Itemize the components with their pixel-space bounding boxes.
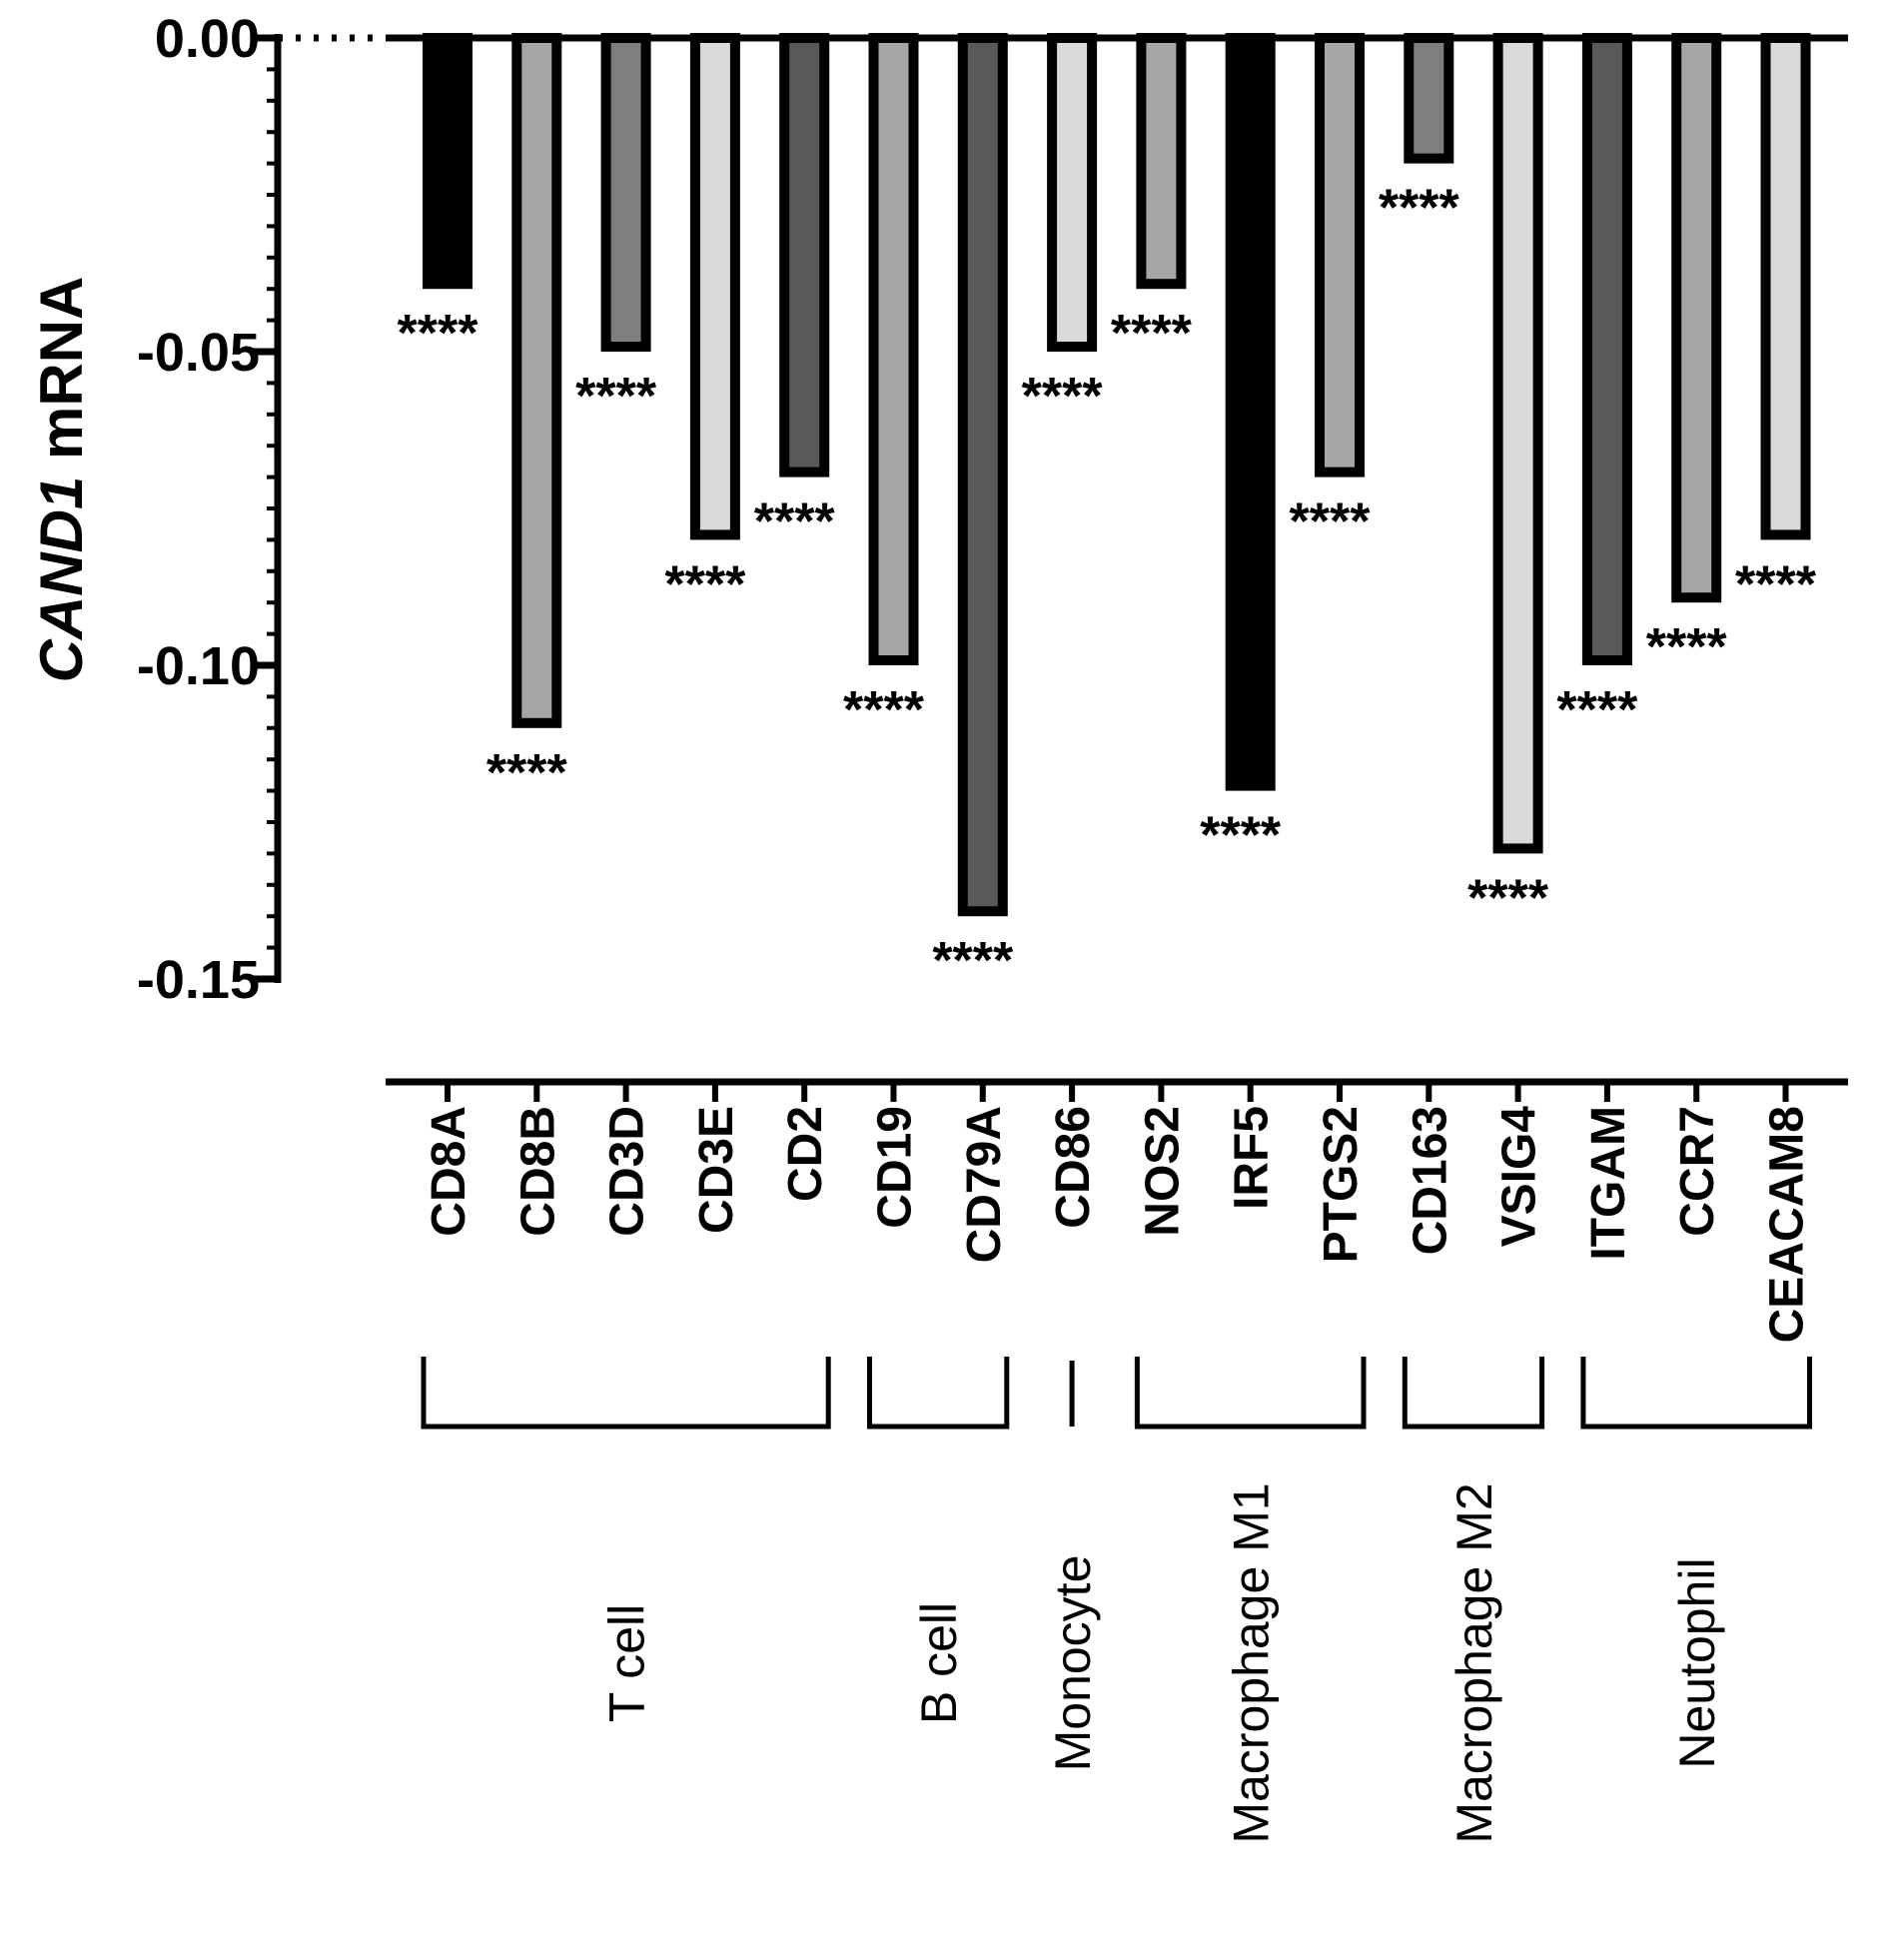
bar-irf5 (1225, 33, 1276, 791)
significance-label: **** (1200, 807, 1282, 865)
group-bracket (1580, 1357, 1812, 1430)
bar-cd79a (957, 33, 1008, 917)
x-tick-label: CD8A (423, 1106, 476, 1237)
x-tick-label: PTGS2 (1315, 1106, 1368, 1263)
bars (423, 33, 1811, 917)
bar-vsig4 (1492, 33, 1543, 854)
significance-label: **** (1735, 555, 1817, 613)
x-tick-label: CD3E (690, 1106, 743, 1234)
bar-ccr7 (1671, 33, 1722, 603)
x-tick-label: CD19 (869, 1106, 922, 1229)
bar-cd3e (689, 33, 740, 540)
significance-label: **** (1646, 618, 1728, 676)
x-tick-label: CD3D (601, 1106, 654, 1237)
x-tick-label: CCR7 (1671, 1106, 1724, 1237)
x-tick-label: CEACAM8 (1761, 1106, 1814, 1343)
significance-label: **** (1467, 869, 1549, 927)
group-brackets: T cell B cell Monocyte Macrophage M1 Macroph… (421, 1357, 1812, 1844)
significance-label: **** (1556, 681, 1638, 739)
bar-cd163 (1404, 33, 1454, 164)
bar-ceacam8 (1760, 33, 1811, 540)
x-axis: CD8A CD8B CD3D CD3E CD2 CD19 CD79A CD86 NOS2 IRF5… (386, 1078, 1848, 1343)
y-tick-label: -0.15 (137, 950, 260, 1010)
x-tick-label: VSIG4 (1493, 1106, 1546, 1248)
bar-cd8a (423, 33, 473, 290)
group-label: T cell (599, 1604, 655, 1723)
bar-cd86 (1047, 33, 1098, 352)
y-tick-label: -0.05 (137, 323, 260, 383)
significance-label: **** (1290, 493, 1372, 551)
group-label: B cell (911, 1602, 967, 1724)
significance-label: **** (664, 555, 746, 613)
group-bracket (867, 1357, 1010, 1430)
x-tick-label: CD86 (1047, 1106, 1100, 1229)
bar-nos2 (1136, 33, 1187, 290)
significance-labels: ****************************************… (398, 180, 1817, 991)
significance-label: **** (1111, 305, 1193, 363)
bar-cd3d (600, 33, 651, 352)
y-axis-label: CAND1 mRNA (28, 277, 95, 683)
x-tick-label: CD8B (511, 1106, 564, 1237)
bar-cd19 (868, 33, 919, 665)
group-label: Monocyte (1045, 1555, 1101, 1772)
significance-label: **** (1379, 180, 1460, 238)
y-axis-label-unit: mRNA (28, 277, 95, 477)
significance-label: **** (754, 493, 836, 551)
y-tick-label: 0.00 (155, 9, 260, 69)
group-label: Macrophage M2 (1446, 1482, 1502, 1843)
significance-label: **** (398, 305, 479, 363)
significance-label: **** (1022, 368, 1104, 426)
y-axis-label-gene: CAND1 (28, 477, 95, 683)
bar-cd2 (779, 33, 830, 478)
group-label: Macrophage M1 (1224, 1482, 1280, 1843)
x-tick-label: CD163 (1404, 1106, 1456, 1255)
bar-ptgs2 (1315, 33, 1365, 478)
x-tick-label: CD79A (958, 1106, 1011, 1263)
bar-itgam (1581, 33, 1632, 665)
group-bracket (1402, 1357, 1545, 1430)
x-tick-label: CD2 (779, 1106, 832, 1202)
significance-label: **** (932, 932, 1014, 990)
x-tick-label: IRF5 (1226, 1106, 1279, 1210)
group-label: Neutophil (1669, 1557, 1725, 1768)
bar-cd8b (511, 33, 562, 728)
group-bracket (1134, 1357, 1367, 1430)
x-tick-label: NOS2 (1136, 1106, 1189, 1237)
group-bracket (421, 1357, 831, 1430)
significance-label: **** (486, 744, 568, 802)
significance-label: **** (575, 368, 657, 426)
significance-label: **** (843, 681, 925, 739)
y-tick-label: -0.10 (137, 636, 260, 696)
x-tick-label: ITGAM (1582, 1106, 1635, 1261)
